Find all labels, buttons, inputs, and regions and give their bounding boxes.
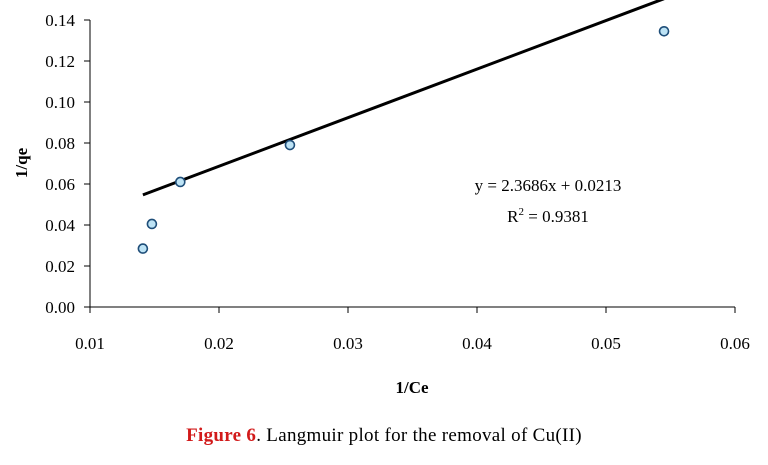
data-points [137, 25, 670, 254]
y-tick-label: 0.00 [45, 298, 75, 317]
x-tick-label: 0.04 [462, 334, 492, 353]
figure-label: Figure 6 [186, 425, 257, 446]
y-tick-label: 0.06 [45, 175, 75, 194]
x-tick-label: 0.06 [720, 334, 750, 353]
data-point [658, 25, 670, 37]
figure-caption: Figure 6. Langmuir plot for the removal … [0, 425, 768, 447]
x-tick-label: 0.02 [204, 334, 234, 353]
trendline-equation: y = 2.3686x + 0.0213 [475, 176, 622, 195]
trendline [142, 0, 665, 197]
chart: 0.01 0.02 0.03 0.04 0.05 0.06 0.000.020.040.0… [12, 0, 750, 397]
data-point [146, 218, 158, 230]
y-axis-ticks: 0.00 0.02 0.04 0.06 0.08 0.10 0.12 0.14 [45, 11, 90, 317]
y-tick-label: 0.12 [45, 52, 75, 71]
data-point [284, 139, 296, 151]
x-tick-label: 0.05 [591, 334, 621, 353]
r-squared-label: R2 = 0.9381 [507, 206, 589, 226]
x-axis-ticks: 0.01 0.02 0.03 0.04 0.05 0.06 [75, 307, 750, 353]
r-squared-superscript: 2 [519, 206, 525, 218]
y-tick-label: 0.10 [45, 93, 75, 112]
r-squared-prefix: R [507, 207, 519, 226]
y-tick-label: 0.04 [45, 216, 75, 235]
data-point [175, 176, 186, 188]
x-axis-title: 1/Ce [395, 378, 429, 397]
y-tick-label: 0.14 [45, 11, 75, 30]
data-point [137, 243, 149, 254]
y-axis-title: 1/qe [12, 147, 31, 178]
x-tick-label: 0.01 [75, 334, 105, 353]
r-squared-value: = 0.9381 [524, 207, 589, 226]
y-tick-label: 0.02 [45, 257, 75, 276]
y-tick-label: 0.08 [45, 134, 75, 153]
caption-text: . Langmuir plot for the removal of Cu(II… [256, 425, 582, 446]
x-tick-label: 0.03 [333, 334, 363, 353]
